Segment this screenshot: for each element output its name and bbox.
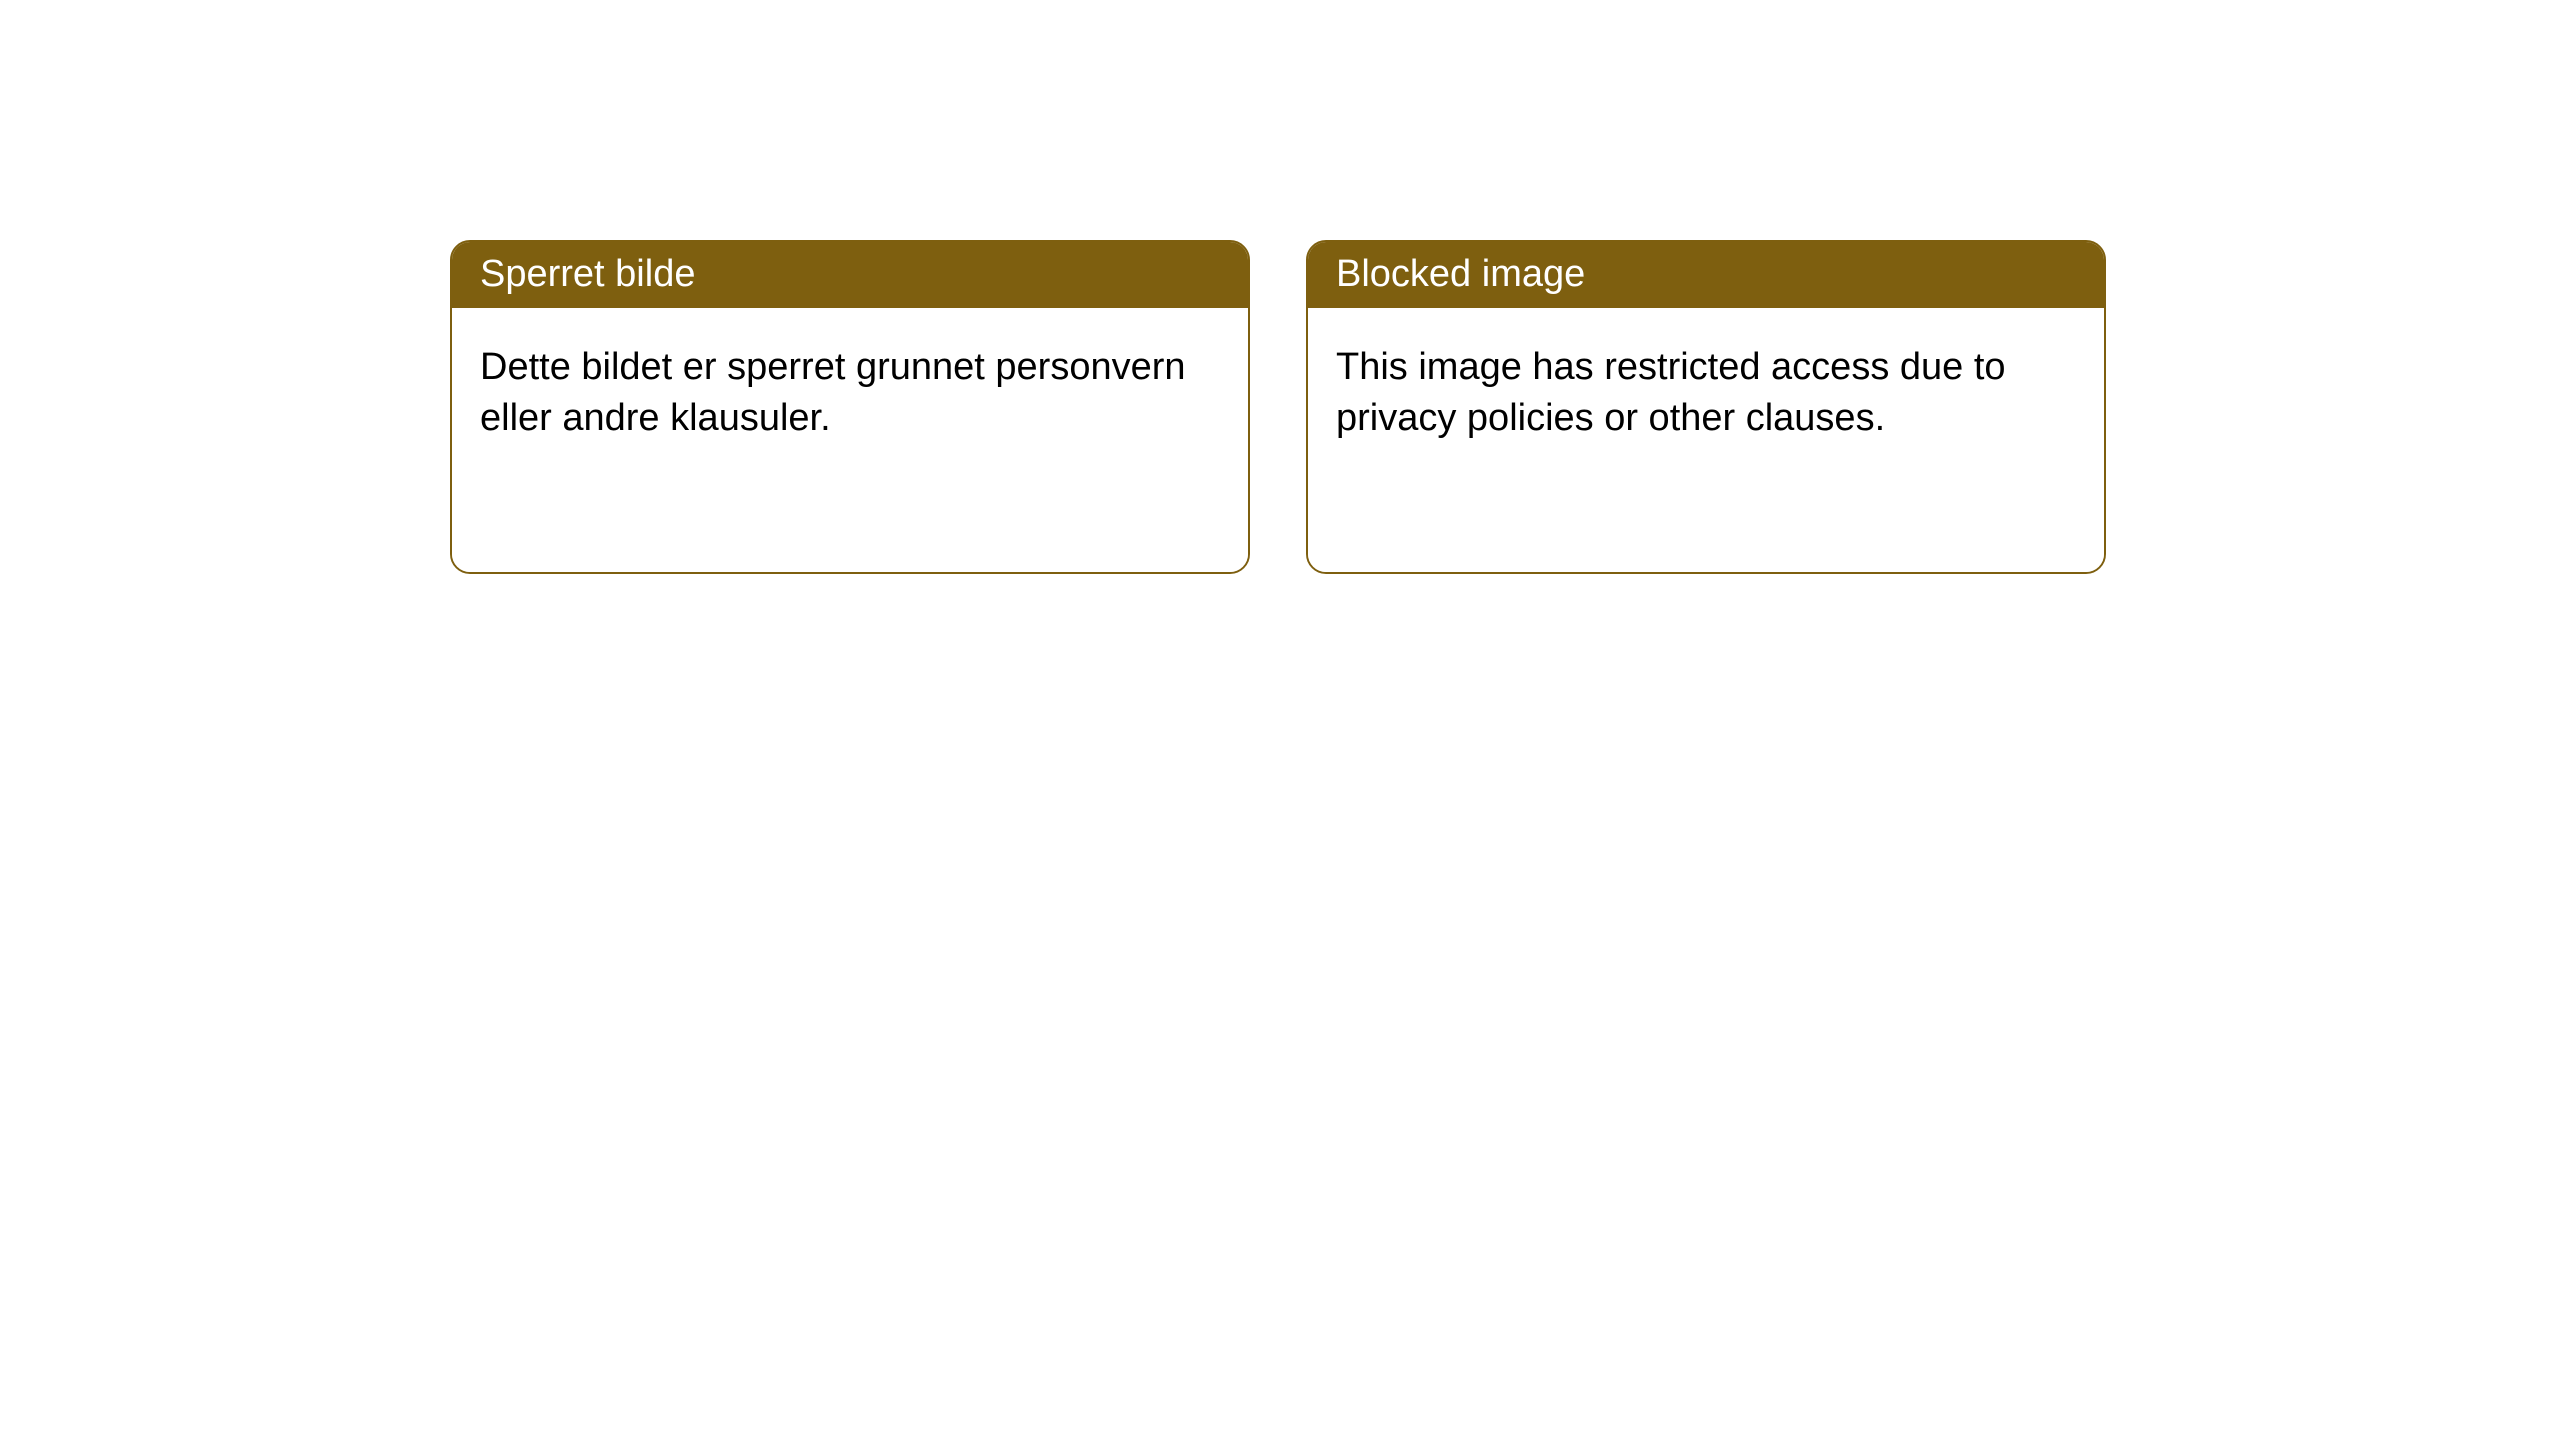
notice-card-norwegian: Sperret bilde Dette bildet er sperret gr… <box>450 240 1250 574</box>
notice-header: Sperret bilde <box>452 242 1248 308</box>
notice-body: Dette bildet er sperret grunnet personve… <box>452 308 1248 572</box>
notice-body: This image has restricted access due to … <box>1308 308 2104 572</box>
notice-header: Blocked image <box>1308 242 2104 308</box>
notice-container: Sperret bilde Dette bildet er sperret gr… <box>0 0 2560 574</box>
notice-card-english: Blocked image This image has restricted … <box>1306 240 2106 574</box>
